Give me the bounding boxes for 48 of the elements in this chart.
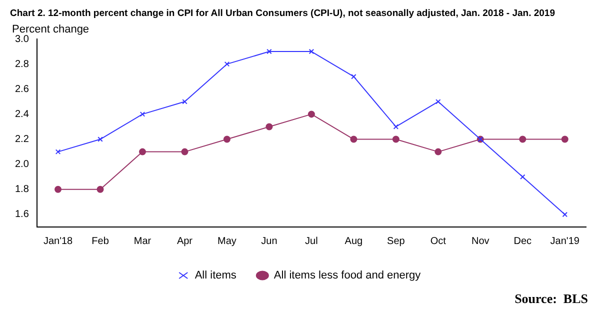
point — [181, 148, 188, 156]
point — [266, 123, 273, 130]
point — [561, 136, 568, 143]
y-axis-title: Percent change — [12, 24, 90, 36]
x-tick-label: Jul — [305, 236, 318, 247]
point — [140, 112, 146, 117]
chart-title: Chart 2. 12-month percent change in CPI for All Urban Consumers (CPI-U), not seasonally adjusted, Jan. 2018 - Jan. 2019 — [10, 8, 556, 19]
legend-label: All items — [194, 270, 237, 282]
point — [54, 186, 62, 193]
point — [434, 148, 442, 156]
point — [519, 136, 526, 143]
x-tick-label: Jun — [261, 236, 278, 247]
point — [308, 48, 314, 54]
y-tick-label: 3.0 — [14, 34, 30, 45]
legend-label: All items less food and energy — [274, 270, 422, 282]
point — [96, 186, 104, 193]
x-tick-label: Nov — [472, 236, 490, 247]
point — [98, 136, 103, 142]
point — [308, 110, 315, 118]
y-tick-label: 1.8 — [14, 184, 30, 196]
point — [139, 148, 146, 156]
point — [223, 136, 230, 143]
x-tick-label: Oct — [430, 236, 446, 247]
point — [224, 61, 230, 67]
point — [182, 99, 188, 104]
y-tick-label: 2.4 — [14, 108, 30, 120]
x-tick-label: Jan'19 — [550, 236, 580, 247]
y-tick-label: 2.2 — [14, 134, 30, 146]
y-tick-label: 1.6 — [14, 209, 30, 220]
x-tick-label: Sep — [387, 236, 406, 247]
x-tick-label: Jan'18 — [43, 236, 74, 247]
y-tick-label: 2.0 — [14, 159, 30, 170]
point — [392, 136, 400, 143]
x-tick-label: Apr — [176, 236, 194, 247]
x-tick-label: Aug — [344, 236, 363, 247]
point — [436, 99, 441, 104]
point — [351, 74, 356, 80]
x-tick-label: Mar — [134, 236, 152, 247]
source-note: Source: BLS — [514, 291, 589, 307]
y-tick-label: 2.6 — [14, 84, 30, 95]
point — [520, 174, 526, 180]
point — [266, 48, 272, 54]
x-tick-label: Feb — [92, 236, 110, 247]
point — [350, 136, 358, 143]
y-tick-label: 2.8 — [14, 58, 30, 70]
point — [393, 124, 399, 130]
x-tick-label: May — [218, 236, 236, 247]
x-tick-label: Dec — [514, 236, 532, 247]
